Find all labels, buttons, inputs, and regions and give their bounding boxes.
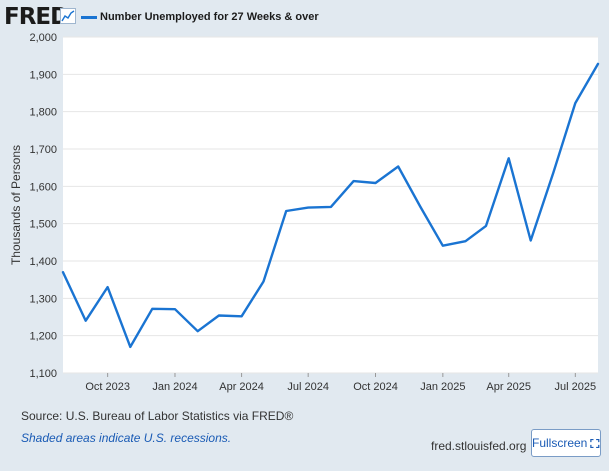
y-tick-label: 1,200	[29, 331, 57, 343]
data-point[interactable]	[59, 268, 67, 276]
fullscreen-button[interactable]: Fullscreen	[531, 429, 601, 457]
data-point[interactable]	[148, 305, 156, 313]
y-axis-label: Thousands of Persons	[9, 145, 23, 265]
legend-swatch	[81, 16, 97, 19]
data-point[interactable]	[505, 154, 513, 162]
y-tick-label: 1,800	[29, 107, 57, 119]
data-point[interactable]	[416, 202, 424, 210]
y-tick-label: 1,600	[29, 181, 57, 193]
y-tick-label: 1,400	[29, 256, 57, 268]
data-point[interactable]	[594, 60, 602, 68]
x-tick-label: Jul 2024	[287, 381, 329, 393]
chart-header: FRED Number Unemployed for 27 Weeks & ov…	[0, 0, 609, 36]
plot-area	[63, 37, 598, 373]
series-group	[59, 60, 602, 351]
data-point[interactable]	[238, 312, 246, 320]
data-point[interactable]	[126, 343, 134, 351]
y-tick-label: 1,700	[29, 144, 57, 156]
fullscreen-label: Fullscreen	[532, 436, 588, 450]
data-point[interactable]	[462, 237, 470, 245]
data-point[interactable]	[350, 177, 358, 185]
data-point[interactable]	[215, 312, 223, 320]
recession-note: Shaded areas indicate U.S. recessions.	[21, 431, 232, 445]
data-point[interactable]	[82, 317, 90, 325]
site-url[interactable]: fred.stlouisfed.org	[431, 439, 527, 453]
data-point[interactable]	[372, 179, 380, 187]
data-point[interactable]	[104, 283, 112, 291]
source-note: Source: U.S. Bureau of Labor Statistics …	[21, 409, 294, 423]
legend-label: Number Unemployed for 27 Weeks & over	[100, 11, 319, 23]
y-axis-ticks: 1,100 1,200 1,300 1,400 1,500 1,600 1,700 1,800…	[29, 32, 57, 380]
data-point[interactable]	[549, 169, 557, 177]
data-point[interactable]	[171, 305, 179, 313]
x-tick-label: Jan 2024	[152, 381, 197, 393]
y-tick-label: 1,300	[29, 293, 57, 305]
y-tick-label: 1,900	[29, 69, 57, 81]
y-tick-label: 1,500	[29, 219, 57, 231]
fred-logo: FRED	[4, 4, 69, 30]
line-chart: 1,100 1,200 1,300 1,400 1,500 1,600 1,700 1,800…	[9, 32, 602, 393]
data-point[interactable]	[304, 204, 312, 212]
trend-line-icon	[60, 8, 76, 24]
x-tick-label: Jul 2025	[555, 381, 597, 393]
series-line	[61, 62, 600, 349]
data-point[interactable]	[439, 242, 447, 250]
data-point[interactable]	[482, 222, 490, 230]
data-point[interactable]	[194, 327, 202, 335]
data-point[interactable]	[260, 278, 268, 286]
x-axis-ticks: Oct 2023 Jan 2024 Apr 2024 Jul 2024 Oct 2024…	[85, 373, 596, 393]
data-point[interactable]	[282, 207, 290, 215]
data-point[interactable]	[571, 99, 579, 107]
x-tick-label: Apr 2025	[486, 381, 531, 393]
expand-corners-icon	[590, 438, 600, 448]
y-tick-label: 1,100	[29, 368, 57, 380]
data-point[interactable]	[527, 236, 535, 244]
x-tick-label: Oct 2023	[85, 381, 130, 393]
y-tick-label: 2,000	[29, 32, 57, 44]
x-tick-label: Apr 2024	[219, 381, 264, 393]
x-tick-label: Oct 2024	[353, 381, 398, 393]
data-point[interactable]	[394, 163, 402, 171]
x-tick-label: Jan 2025	[420, 381, 465, 393]
data-point[interactable]	[327, 203, 335, 211]
